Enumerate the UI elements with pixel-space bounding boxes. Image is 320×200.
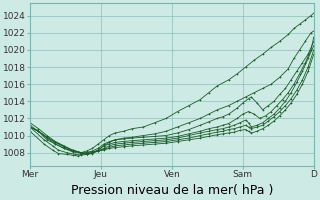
X-axis label: Pression niveau de la mer( hPa ): Pression niveau de la mer( hPa ) <box>71 184 273 197</box>
